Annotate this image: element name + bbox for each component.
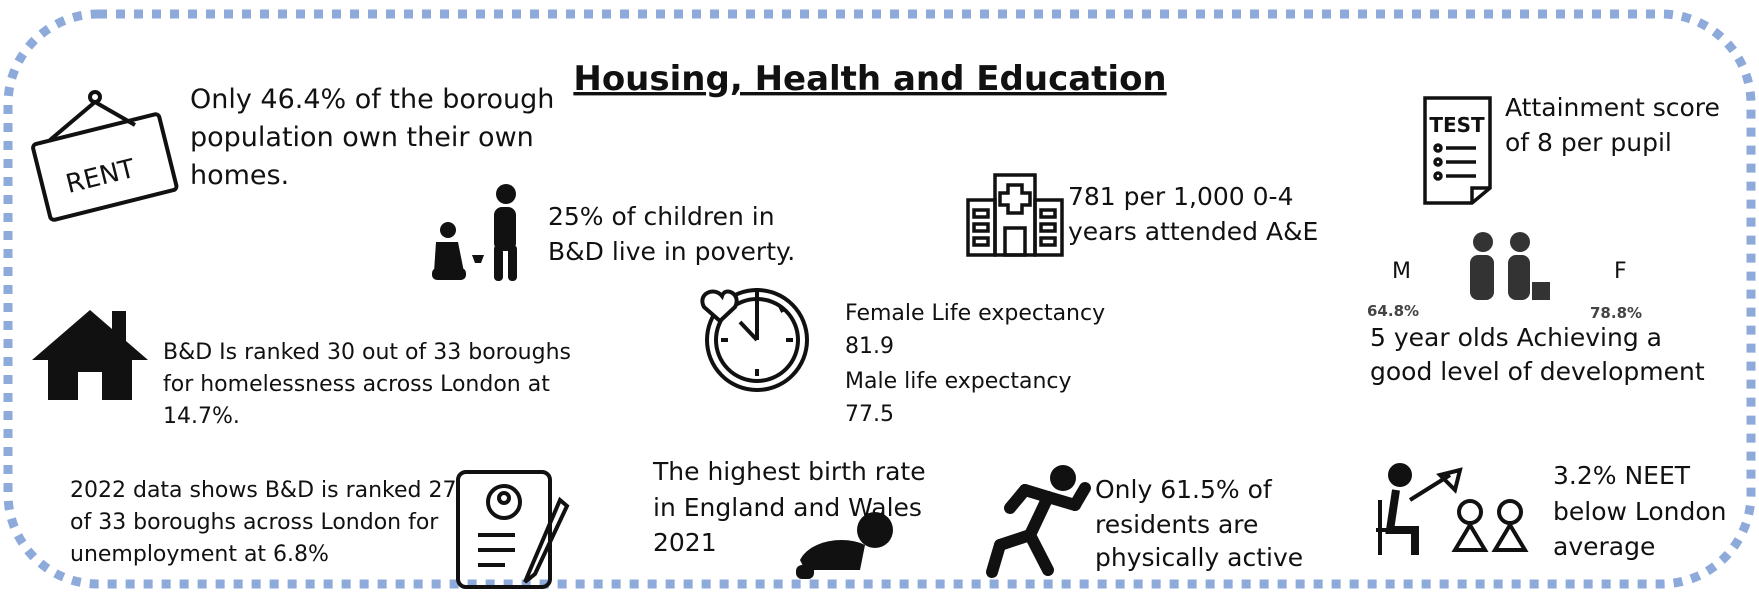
house-icon xyxy=(32,310,148,400)
development-line: 5 year olds Achieving a xyxy=(1370,323,1662,352)
poverty-line: 25% of children in xyxy=(548,202,775,231)
neet-line: 3.2% NEET xyxy=(1553,461,1691,490)
life-expectancy-line: Female Life expectancy xyxy=(845,301,1105,326)
unemployment-line: 2022 data shows B&D is ranked 27 xyxy=(70,478,457,503)
neet-line: average xyxy=(1553,532,1655,561)
hospital-line: years attended A&E xyxy=(1068,217,1318,246)
title: Housing, Health and Education xyxy=(573,59,1166,99)
teacher-icon xyxy=(1376,463,1529,555)
development-f-value: 78.8% xyxy=(1590,304,1642,322)
poverty-line: B&D live in poverty. xyxy=(548,237,795,266)
runner-icon xyxy=(986,465,1091,578)
homelessness-line: 14.7%. xyxy=(163,404,240,429)
activity-line: physically active xyxy=(1095,543,1303,572)
activity-line: residents are xyxy=(1095,510,1258,539)
attainment-line: of 8 per pupil xyxy=(1505,128,1672,157)
development-icon xyxy=(1470,232,1550,300)
life-expectancy-line: Male life expectancy xyxy=(845,369,1072,394)
birth-rate-line: 2021 xyxy=(653,528,717,557)
poverty-icon xyxy=(432,184,517,281)
application-icon xyxy=(456,470,570,589)
unemployment-line: unemployment at 6.8% xyxy=(70,542,329,567)
homelessness-line: B&D Is ranked 30 out of 33 boroughs xyxy=(163,340,571,365)
dashed-border xyxy=(3,9,1756,589)
development-line: good level of development xyxy=(1370,357,1705,386)
unemployment-line: of 33 boroughs across London for xyxy=(70,510,439,535)
rent-sign-text: RENT xyxy=(63,154,138,200)
development-m-value: 64.8% xyxy=(1367,302,1419,320)
test-sheet-text: TEST xyxy=(1429,113,1485,137)
life-clock-icon xyxy=(700,288,809,392)
development-m-label: M xyxy=(1392,259,1411,284)
life-expectancy-line: 81.9 xyxy=(845,334,894,359)
birth-rate-line: The highest birth rate xyxy=(652,457,926,486)
rent-line: homes. xyxy=(190,160,289,191)
test-icon: TEST xyxy=(1423,96,1492,205)
hospital-line: 781 per 1,000 0-4 xyxy=(1068,182,1294,211)
rent-line: Only 46.4% of the borough xyxy=(190,84,554,115)
baby-icon xyxy=(796,512,893,579)
rent-icon: RENT xyxy=(31,90,179,222)
neet-line: below London xyxy=(1553,497,1727,526)
rent-line: population own their own xyxy=(190,122,534,153)
hospital-icon xyxy=(966,173,1064,257)
activity-line: Only 61.5% of xyxy=(1095,475,1273,504)
homelessness-line: for homelessness across London at xyxy=(163,372,550,397)
development-f-label: F xyxy=(1614,259,1627,284)
attainment-line: Attainment score xyxy=(1505,93,1720,122)
life-expectancy-line: 77.5 xyxy=(845,402,894,427)
